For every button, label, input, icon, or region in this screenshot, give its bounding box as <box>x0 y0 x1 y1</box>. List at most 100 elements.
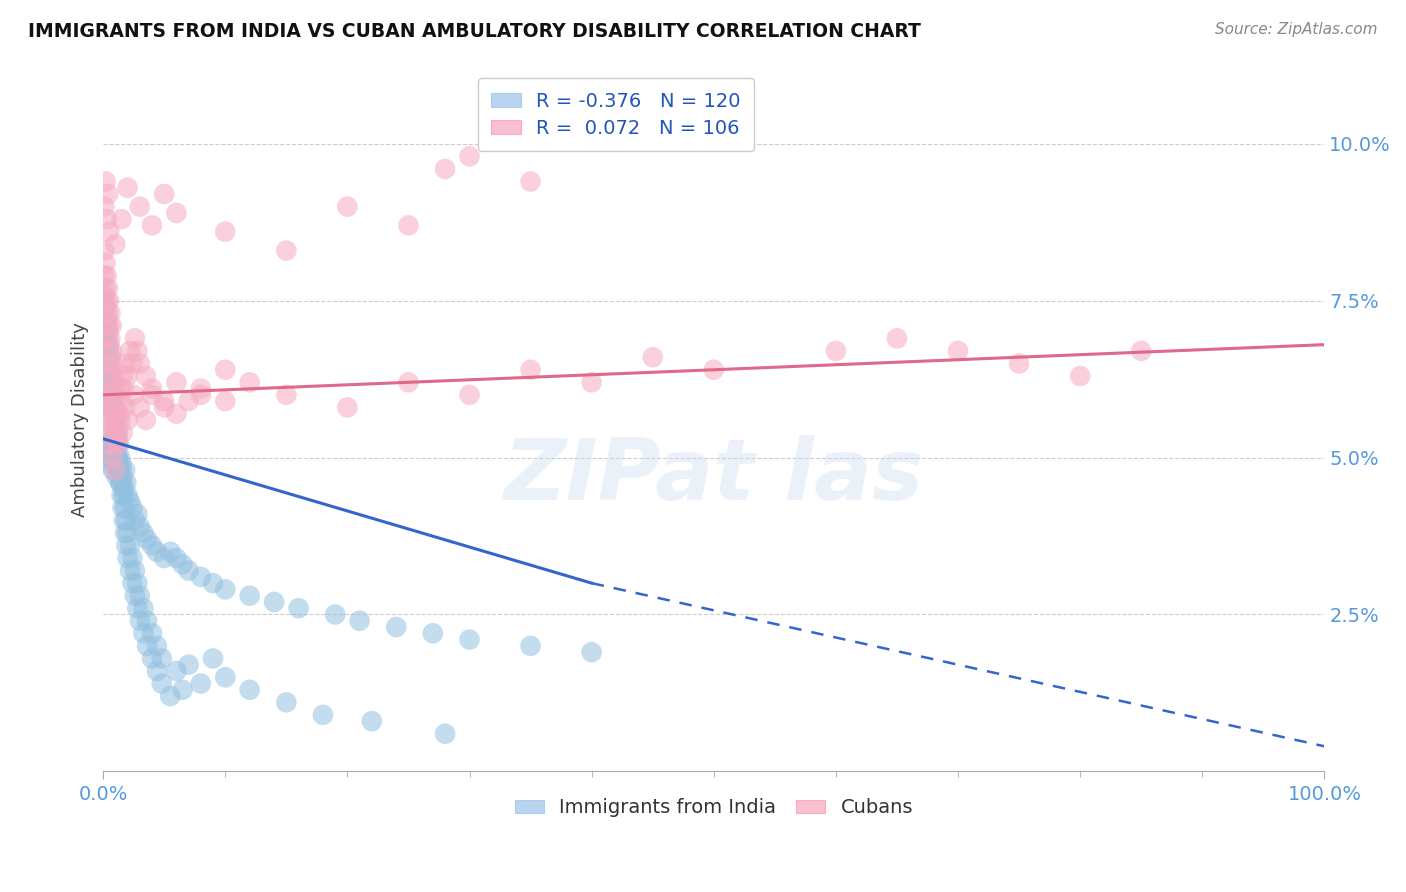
Point <box>128 519 150 533</box>
Point <box>93 244 115 258</box>
Point <box>101 376 124 390</box>
Point <box>128 589 150 603</box>
Point <box>105 419 128 434</box>
Point <box>98 293 121 308</box>
Point <box>165 206 187 220</box>
Point <box>104 382 127 396</box>
Point <box>239 682 262 697</box>
Point <box>93 293 115 308</box>
Point <box>146 545 169 559</box>
Point <box>104 425 127 440</box>
Point <box>141 219 163 233</box>
Point <box>153 394 176 409</box>
Point <box>101 450 124 465</box>
Point <box>110 457 132 471</box>
Point <box>97 350 120 364</box>
Point <box>146 639 169 653</box>
Point <box>104 463 127 477</box>
Point <box>117 369 139 384</box>
Point <box>128 614 150 628</box>
Point <box>101 356 124 370</box>
Point <box>114 463 136 477</box>
Point <box>100 438 122 452</box>
Point <box>107 425 129 440</box>
Point <box>94 256 117 270</box>
Point <box>121 356 143 370</box>
Point <box>703 363 725 377</box>
Point <box>98 318 121 333</box>
Point <box>103 425 125 440</box>
Point <box>1008 356 1031 370</box>
Point <box>136 532 159 546</box>
Point <box>117 525 139 540</box>
Point <box>519 174 541 188</box>
Point <box>165 664 187 678</box>
Point <box>519 639 541 653</box>
Point <box>202 651 225 665</box>
Point <box>110 475 132 490</box>
Point <box>104 407 127 421</box>
Point <box>100 376 122 390</box>
Point <box>141 388 163 402</box>
Point <box>100 318 122 333</box>
Point <box>94 306 117 320</box>
Point <box>103 444 125 458</box>
Point <box>112 488 135 502</box>
Point <box>124 589 146 603</box>
Point <box>124 564 146 578</box>
Point <box>336 200 359 214</box>
Point <box>132 525 155 540</box>
Point <box>104 401 127 415</box>
Point <box>141 651 163 665</box>
Point <box>110 413 132 427</box>
Point <box>96 318 118 333</box>
Point <box>107 438 129 452</box>
Point <box>112 513 135 527</box>
Point <box>93 268 115 283</box>
Point <box>276 695 298 709</box>
Point <box>165 407 187 421</box>
Point <box>323 607 346 622</box>
Point <box>276 388 298 402</box>
Point <box>98 337 121 351</box>
Point <box>94 413 117 427</box>
Point <box>117 551 139 566</box>
Point <box>115 513 138 527</box>
Point <box>115 475 138 490</box>
Point <box>128 200 150 214</box>
Point <box>110 212 132 227</box>
Point <box>263 595 285 609</box>
Point <box>159 689 181 703</box>
Point <box>94 174 117 188</box>
Point <box>124 513 146 527</box>
Point <box>110 450 132 465</box>
Point <box>172 558 194 572</box>
Point <box>96 212 118 227</box>
Point <box>519 363 541 377</box>
Point <box>385 620 408 634</box>
Point <box>132 626 155 640</box>
Point <box>97 187 120 202</box>
Point <box>165 376 187 390</box>
Point <box>111 500 134 515</box>
Point <box>110 475 132 490</box>
Point <box>110 463 132 477</box>
Point <box>458 632 481 647</box>
Point <box>97 306 120 320</box>
Point <box>172 682 194 697</box>
Point <box>398 219 420 233</box>
Point <box>118 564 141 578</box>
Point <box>141 626 163 640</box>
Point <box>150 651 173 665</box>
Point <box>153 187 176 202</box>
Point <box>103 394 125 409</box>
Point <box>202 576 225 591</box>
Point <box>114 500 136 515</box>
Point <box>107 450 129 465</box>
Point <box>100 438 122 452</box>
Point <box>104 457 127 471</box>
Point <box>100 388 122 402</box>
Point <box>111 469 134 483</box>
Point <box>110 488 132 502</box>
Point <box>287 601 309 615</box>
